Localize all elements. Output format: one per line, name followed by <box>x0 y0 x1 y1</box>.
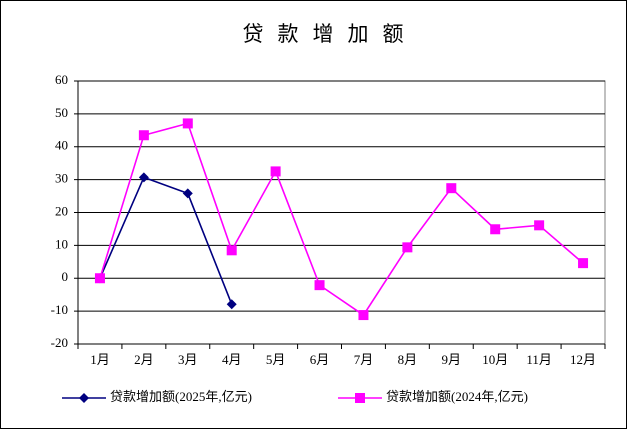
y-tick-label: -10 <box>51 302 68 317</box>
legend-label: 贷款增加额(2024年,亿元) <box>386 389 528 404</box>
chart-title: 贷款增加额 <box>243 22 418 46</box>
point <box>138 172 149 183</box>
series-line <box>99 122 584 317</box>
x-tick-label: 3月 <box>178 352 198 367</box>
point <box>358 310 369 321</box>
point <box>226 299 237 310</box>
y-tick-label: -20 <box>51 335 68 350</box>
y-tick-label: 40 <box>55 138 68 153</box>
x-tick-label: 9月 <box>442 352 462 367</box>
x-tick-label: 2月 <box>134 352 154 367</box>
x-tick-label: 6月 <box>310 352 330 367</box>
legend-label: 贷款增加额(2025年,亿元) <box>110 389 252 404</box>
y-tick-label: 0 <box>62 269 69 284</box>
point <box>270 166 281 177</box>
y-tick-label: 60 <box>55 72 68 87</box>
x-tick-label: 8月 <box>398 352 418 367</box>
point <box>94 273 105 284</box>
y-tick-label: 10 <box>55 236 68 251</box>
x-tick-label: 1月 <box>90 352 110 367</box>
point <box>490 224 501 235</box>
point <box>226 245 237 256</box>
x-tick-label: 11月 <box>526 352 552 367</box>
y-tick-label: 20 <box>55 203 68 218</box>
x-tick-label: 5月 <box>266 352 286 367</box>
y-tick-label: 50 <box>55 105 68 120</box>
x-tick-label: 7月 <box>354 352 374 367</box>
point <box>578 258 589 269</box>
point <box>314 280 325 291</box>
x-tick-label: 10月 <box>482 352 508 367</box>
y-tick-label: 30 <box>55 171 68 186</box>
series-line <box>99 176 233 305</box>
point <box>182 188 193 199</box>
legend-marker <box>355 393 365 403</box>
point <box>534 220 545 231</box>
point <box>138 130 149 141</box>
point <box>446 183 457 194</box>
legend-marker <box>79 393 89 403</box>
x-tick-label: 4月 <box>222 352 242 367</box>
x-tick-label: 12月 <box>570 352 596 367</box>
point <box>182 118 193 129</box>
point <box>402 242 413 253</box>
